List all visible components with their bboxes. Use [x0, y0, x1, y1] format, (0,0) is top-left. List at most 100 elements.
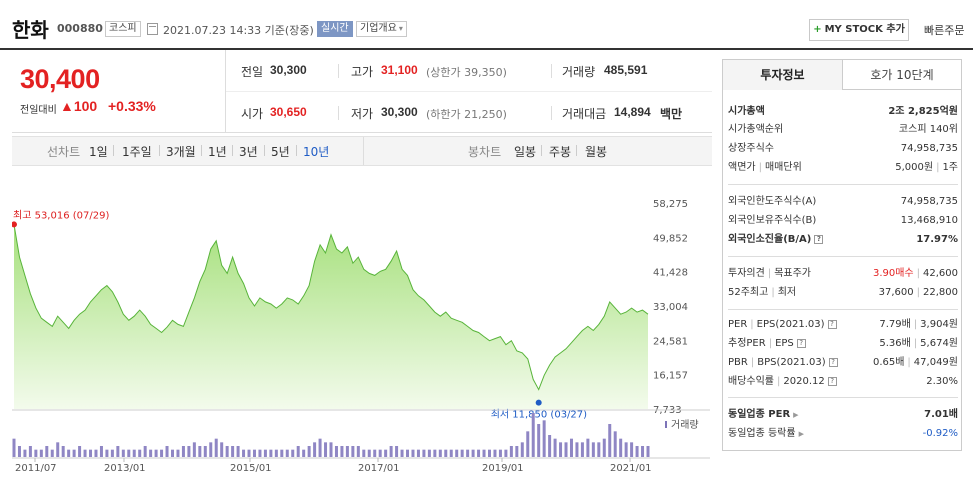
est-per-label: 추정PER [728, 338, 766, 349]
sector-change-row: 동일업종 등락률 ▶ -0.92% [728, 425, 958, 443]
help-icon[interactable]: ? [827, 376, 837, 386]
eps-label: EPS(2021.03) [756, 319, 825, 330]
week52-low-value: 22,800 [923, 287, 958, 298]
volume-bar [203, 446, 207, 457]
trade-amount-label: 거래대금 [562, 107, 607, 121]
period-5y[interactable]: 5년 [271, 145, 290, 159]
volume-bar [99, 446, 103, 457]
volume-bar [569, 438, 573, 457]
foreign-ratio-value: 17.97% [916, 234, 958, 245]
candle-monthly[interactable]: 월봉 [585, 145, 608, 159]
quick-order-link[interactable]: 빠른주문 [924, 24, 965, 37]
investment-info-panel [722, 59, 962, 451]
volume-bar [433, 449, 437, 457]
volume-bar [340, 446, 344, 457]
volume-bar [597, 442, 601, 457]
volume-bar [209, 442, 213, 457]
volume-label: 거래량 [562, 65, 596, 79]
volume-bar [28, 446, 32, 457]
x-tick-label: 2011/07 [15, 463, 57, 474]
period-bar [12, 136, 712, 166]
volume-bar [378, 449, 382, 457]
calendar-icon [147, 23, 158, 35]
period-1y[interactable]: 1년 [208, 145, 227, 159]
prev-close-value: 30,300 [270, 63, 307, 77]
volume-bar [23, 449, 27, 457]
volume-bar [302, 449, 306, 457]
period-1d[interactable]: 1일 [89, 145, 108, 159]
volume-bar [110, 449, 114, 457]
foreign-hold-label: 외국인보유주식수(B) [728, 215, 817, 226]
foreign-limit-label: 외국인한도주식수(A) [728, 196, 817, 207]
per-label: PER [728, 319, 748, 330]
triangle-right-icon[interactable]: ▶ [798, 430, 804, 438]
divider [264, 145, 265, 156]
volume-bar [455, 449, 459, 457]
change-percent: +0.33% [108, 98, 156, 114]
volume-bar [143, 446, 147, 457]
sector-change-value: -0.92% [922, 428, 958, 439]
plus-icon: + [813, 24, 822, 35]
candle-daily[interactable]: 일봉 [514, 145, 537, 159]
triangle-right-icon[interactable]: ▶ [793, 411, 799, 419]
open-value: 30,650 [270, 105, 307, 119]
volume-bar [324, 442, 328, 457]
pbr-label: PBR [728, 357, 748, 368]
volume-bar [608, 424, 612, 457]
volume-bar [105, 449, 109, 457]
price-chart[interactable]: 58,27549,85241,42833,00424,58116,1577,73… [12, 188, 710, 478]
help-icon[interactable]: ? [827, 319, 837, 329]
add-mystock-button[interactable]: + MY STOCK 추가 [809, 19, 909, 41]
volume-bar [45, 446, 49, 457]
volume-bar [154, 449, 158, 457]
per-value: 7.79배 [879, 319, 911, 330]
volume-bar [646, 446, 650, 457]
week52-high-value: 37,600 [878, 287, 914, 298]
divider [232, 145, 233, 156]
help-icon[interactable]: ? [828, 357, 838, 367]
market-cap-rank-row: 시가총액순위 코스피 140위 [728, 121, 958, 139]
period-10y[interactable]: 10년 [303, 145, 330, 159]
tab-orderbook-10[interactable]: 호가 10단계 [842, 60, 961, 90]
market-cap-label: 시가총액 [728, 106, 765, 117]
volume-bar [50, 449, 54, 457]
volume-bar [67, 449, 71, 457]
volume-bar [291, 449, 295, 457]
volume-bar [181, 446, 185, 457]
price-line [13, 224, 649, 391]
per-row: PER | EPS(2021.03)? 7.79배 | 3,904원 [728, 319, 958, 330]
change-label: 전일대비 [20, 105, 57, 116]
market-cap-value: 2조 2,825억원 [888, 106, 958, 117]
volume-bar [94, 449, 98, 457]
volume-bar [138, 449, 142, 457]
low-annotation: 최저 11,850 (03/27) [491, 409, 587, 421]
volume-bar [231, 446, 235, 457]
realtime-button[interactable]: 실시간 [317, 21, 353, 37]
help-icon[interactable]: ? [814, 234, 824, 244]
foreign-limit-row: 외국인한도주식수(A) 74,958,735 [728, 193, 958, 211]
pbr-row: PBR | BPS(2021.03)? 0.65배 | 47,049원 [728, 357, 958, 368]
help-icon[interactable]: ? [796, 338, 806, 348]
current-price: 30,400 [20, 64, 100, 94]
tab-investment-info[interactable]: 투자정보 [723, 60, 842, 90]
divider [728, 397, 958, 398]
opinion-row: 투자의견 | 목표주가 3.90매수 | 42,600 [728, 268, 958, 279]
candle-weekly[interactable]: 주봉 [549, 145, 572, 159]
period-3y[interactable]: 3년 [239, 145, 258, 159]
bps-label: BPS(2021.03) [757, 357, 826, 368]
volume-bar [488, 449, 491, 457]
period-1w[interactable]: 1주일 [122, 145, 152, 159]
volume-bar [406, 449, 410, 457]
volume-bar [34, 449, 38, 457]
period-3m[interactable]: 3개월 [166, 145, 196, 159]
volume-bar [56, 442, 60, 457]
x-tick-label: 2021/01 [610, 463, 652, 474]
volume-bar [225, 446, 229, 457]
volume-bar [613, 431, 617, 457]
y-tick-label: 33,004 [653, 302, 688, 313]
market-cap-rank-label: 시가총액순위 [728, 124, 784, 135]
dividend-date: 2020.12 [783, 376, 825, 387]
company-overview-dropdown[interactable]: 기업개요 ▾ [356, 21, 407, 37]
volume-bar [466, 449, 470, 457]
trade-amount-unit: 백만 [660, 107, 683, 121]
